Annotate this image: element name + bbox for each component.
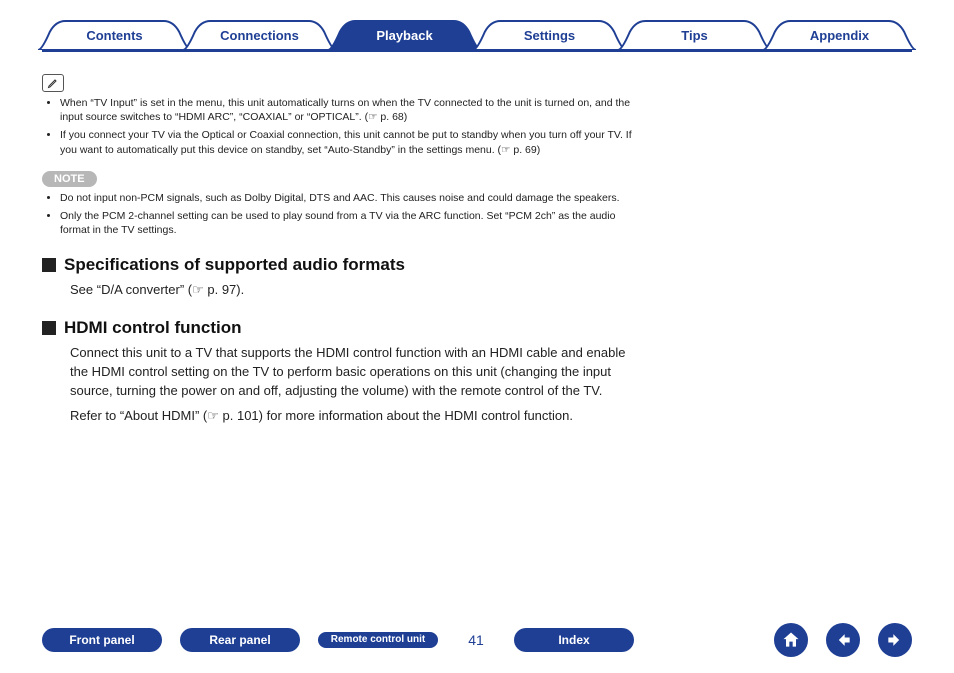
pencil-icon — [42, 74, 64, 92]
index-button[interactable]: Index — [514, 628, 634, 653]
tab-contents[interactable]: Contents — [36, 20, 193, 50]
note-label: NOTE — [42, 171, 97, 187]
info-bullet-list: When “TV Input” is set in the menu, this… — [42, 96, 642, 157]
remote-control-button[interactable]: Remote control unit — [318, 632, 438, 649]
tab-label: Appendix — [810, 28, 869, 43]
note-bullet: Do not input non-PCM signals, such as Do… — [60, 191, 642, 205]
hdmi-p1: Connect this unit to a TV that supports … — [70, 344, 630, 401]
tab-connections[interactable]: Connections — [181, 20, 338, 50]
heading-hdmi-text: HDMI control function — [64, 318, 242, 338]
home-icon — [781, 630, 801, 650]
tab-playback[interactable]: Playback — [326, 20, 483, 50]
front-panel-button[interactable]: Front panel — [42, 628, 162, 653]
tab-label: Playback — [376, 28, 432, 43]
tab-label: Tips — [681, 28, 708, 43]
tab-tips[interactable]: Tips — [616, 20, 773, 50]
square-bullet-icon — [42, 321, 56, 335]
top-tabs: Contents Connections Playback Settings Tips A… — [42, 16, 912, 50]
tab-label: Connections — [220, 28, 299, 43]
home-button[interactable] — [774, 623, 808, 657]
tab-settings[interactable]: Settings — [471, 20, 628, 50]
tab-label: Contents — [86, 28, 142, 43]
heading-hdmi: HDMI control function — [42, 318, 642, 338]
arrow-right-icon — [885, 630, 905, 650]
info-bullet: When “TV Input” is set in the menu, this… — [60, 96, 642, 124]
page-number: 41 — [456, 632, 496, 648]
heading-spec-text: Specifications of supported audio format… — [64, 255, 405, 275]
rear-panel-button[interactable]: Rear panel — [180, 628, 300, 653]
arrow-left-icon — [833, 630, 853, 650]
bottom-bar: Front panel Rear panel Remote control un… — [42, 623, 912, 657]
heading-spec: Specifications of supported audio format… — [42, 255, 642, 275]
note-bullet-list: Do not input non-PCM signals, such as Do… — [42, 191, 642, 238]
note-bullet: Only the PCM 2-channel setting can be us… — [60, 209, 642, 237]
hdmi-p2: Refer to “About HDMI” (☞ p. 101) for mor… — [70, 407, 630, 426]
spec-body: See “D/A converter” (☞ p. 97). — [70, 281, 630, 300]
tab-appendix[interactable]: Appendix — [761, 20, 918, 50]
tab-label: Settings — [524, 28, 575, 43]
prev-page-button[interactable] — [826, 623, 860, 657]
info-bullet: If you connect your TV via the Optical o… — [60, 128, 642, 156]
next-page-button[interactable] — [878, 623, 912, 657]
square-bullet-icon — [42, 258, 56, 272]
